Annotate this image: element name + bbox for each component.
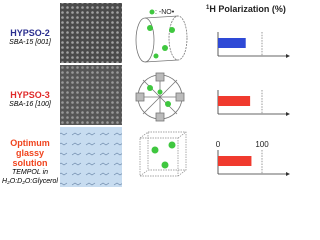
cage-drawing bbox=[135, 72, 185, 122]
sample-name: HYPSO-3 bbox=[10, 90, 50, 100]
figure: : -NO• 1H Polarization (%) 0 100 bbox=[60, 3, 290, 187]
bar bbox=[218, 96, 251, 106]
sample-detail: SBA-15 [001] bbox=[9, 39, 51, 46]
solution-texture bbox=[60, 127, 122, 187]
sample-detail: SBA-16 [100] bbox=[9, 101, 51, 108]
legend-dot bbox=[149, 9, 155, 15]
micrograph-texture bbox=[60, 65, 122, 125]
sample-label: HYPSO-3 SBA-16 [100] bbox=[0, 90, 60, 109]
radical-dots bbox=[147, 25, 176, 169]
pore-drawing bbox=[135, 15, 188, 63]
sample-detail: H₂O:D₂O:Glycerol bbox=[2, 178, 58, 185]
micrograph-texture bbox=[60, 3, 122, 63]
bar bbox=[218, 38, 246, 48]
title-sup: 1 bbox=[206, 5, 210, 11]
sample-detail: TEMPOL in bbox=[11, 169, 49, 176]
bar bbox=[218, 156, 252, 166]
chart-title: 1H Polarization (%) bbox=[206, 4, 286, 14]
sample-name: Optimum glassy solution bbox=[10, 138, 50, 168]
page: {"chart_data": {"type": "bar", "title_su… bbox=[0, 3, 290, 187]
axis-arrow bbox=[286, 172, 290, 176]
sample-label: Optimum glassy solution TEMPOL in H₂O:D₂… bbox=[0, 138, 60, 186]
axis-arrow bbox=[286, 112, 290, 116]
x-tick-label: 0 bbox=[216, 140, 221, 149]
axis-arrow bbox=[286, 54, 290, 58]
title-main: H Polarization (%) bbox=[209, 4, 286, 14]
sample-label: HYPSO-2 SBA-15 [001] bbox=[0, 28, 60, 47]
x-tick-label: 100 bbox=[255, 140, 269, 149]
cube-drawing bbox=[139, 131, 187, 177]
sample-name: HYPSO-2 bbox=[10, 28, 50, 38]
legend-text: : -NO• bbox=[155, 9, 175, 16]
